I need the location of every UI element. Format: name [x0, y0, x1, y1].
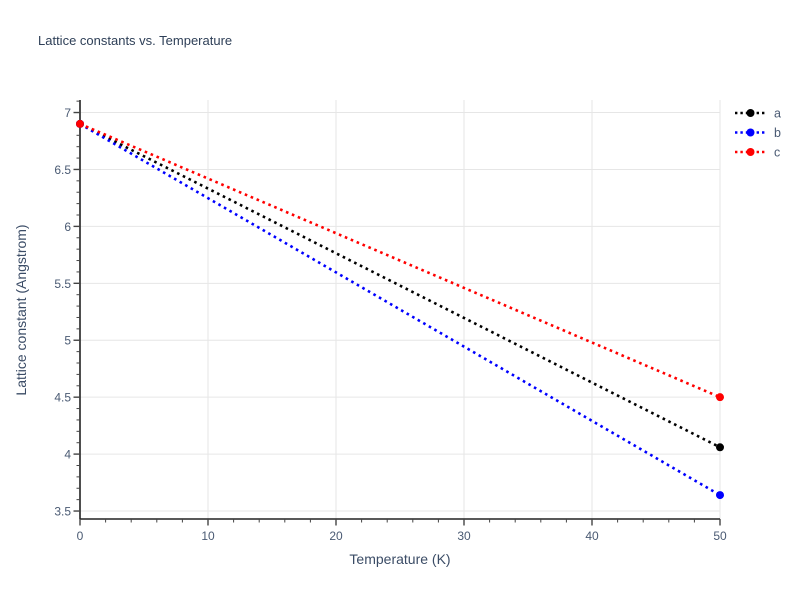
y-tick-label: 4.5 — [54, 391, 71, 405]
x-tick-label: 20 — [329, 529, 343, 543]
y-tick-label: 5 — [64, 334, 71, 348]
legend-label-a: a — [774, 107, 781, 121]
chart-title: Lattice constants vs. Temperature — [38, 33, 233, 48]
x-axis-title: Temperature (K) — [349, 551, 451, 567]
y-tick-label: 7 — [64, 106, 71, 120]
x-tick-label: 10 — [201, 529, 215, 543]
y-axis-title: Lattice constant (Angstrom) — [13, 224, 29, 396]
series-start-marker-c — [76, 119, 84, 128]
series-end-marker-c — [716, 393, 724, 402]
x-tick-label: 40 — [585, 529, 599, 543]
y-tick-label: 5.5 — [54, 277, 71, 291]
series-end-marker-b — [716, 491, 724, 500]
x-tick-label: 0 — [77, 529, 84, 543]
legend-label-c: c — [774, 146, 780, 160]
legend-label-b: b — [774, 126, 781, 140]
y-tick-label: 6 — [64, 220, 71, 234]
legend-marker-b — [746, 128, 755, 137]
x-tick-label: 50 — [713, 529, 727, 543]
series-end-marker-a — [716, 443, 724, 452]
series-line-a — [79, 122, 721, 449]
y-tick-label: 3.5 — [54, 505, 71, 519]
legend-marker-a — [746, 109, 755, 117]
x-tick-label: 30 — [457, 529, 471, 543]
series-line-c — [79, 122, 721, 399]
legend-marker-c — [746, 148, 755, 156]
series-line-b — [79, 122, 721, 497]
y-tick-label: 6.5 — [54, 163, 71, 177]
y-tick-label: 4 — [64, 448, 71, 462]
